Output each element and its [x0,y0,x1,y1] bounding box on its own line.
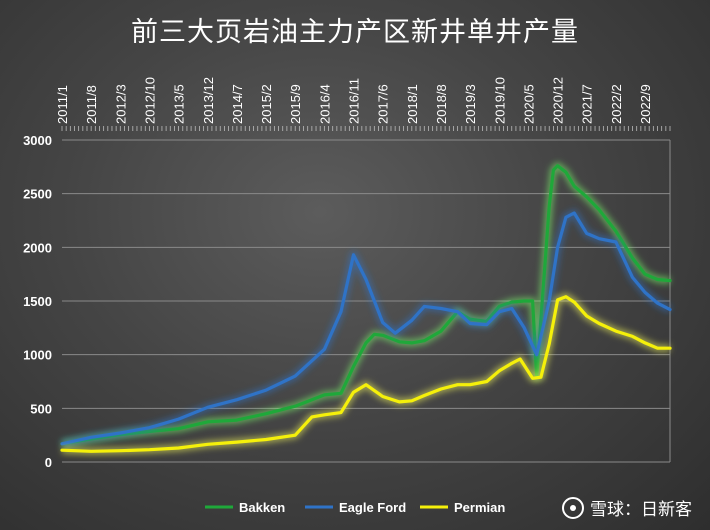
series-line [60,211,672,446]
x-tick-label: 2018/1 [405,84,420,124]
legend-item: Bakken [205,500,285,515]
legend-item: Permian [420,500,505,515]
x-tick-label: 2016/4 [317,84,332,124]
x-tick-label: 2011/8 [84,85,99,124]
x-tick-label: 2013/5 [172,84,187,124]
y-tick-label: 1500 [23,294,52,309]
x-tick-label: 2019/3 [463,84,478,124]
x-tick-label: 2022/9 [638,84,653,124]
x-tick-label: 2017/6 [376,84,391,124]
y-tick-label: 1000 [23,348,52,363]
x-tick-label: 2011/1 [55,85,70,124]
x-tick-label: 2012/3 [113,84,128,124]
x-axis-ticks: 2011/1 2011/8 2012/3 2012/10 2013/5 2013/12 20… [55,77,671,131]
x-tick-label: 2015/2 [259,84,274,124]
x-tick-label: 2022/2 [609,84,624,124]
y-tick-label: 2000 [23,240,52,255]
x-tick-label: 2016/11 [347,78,362,124]
legend-label: Eagle Ford [339,500,406,515]
grid-lines [62,139,671,463]
x-tick-label: 2013/12 [201,77,216,124]
x-tick-label: 2015/9 [288,84,303,124]
series-permian [60,293,672,455]
x-tick-label: 2012/10 [142,77,157,124]
legend-label: Permian [454,500,505,515]
series-eagle-ford [60,209,672,448]
legend: Bakken Eagle Ford Permian [205,500,505,515]
x-tick-label: 2018/8 [434,84,449,124]
y-tick-label: 2500 [23,187,52,202]
x-tick-label: 2020/12 [551,77,566,124]
y-tick-label: 0 [45,455,52,470]
x-tick-label: 2021/7 [580,84,595,124]
watermark: 雪球：日新客 [562,495,692,520]
xueqiu-logo-icon [562,496,584,519]
x-tick-label: 2020/5 [521,84,536,124]
y-tick-label: 3000 [23,133,52,148]
y-axis-ticks: 0 500 1000 1500 2000 2500 3000 [23,133,52,470]
y-tick-label: 500 [30,401,52,416]
watermark-text: 雪球：日新客 [590,500,692,520]
series-lines [60,162,672,455]
x-tick-label: 2019/10 [492,77,507,124]
chart-title: 前三大页岩油主力产区新井单井产量 [131,17,579,48]
legend-item: Eagle Ford [305,500,406,515]
x-tick-label: 2014/7 [230,84,245,124]
series-line [60,295,672,453]
legend-label: Bakken [239,500,285,515]
